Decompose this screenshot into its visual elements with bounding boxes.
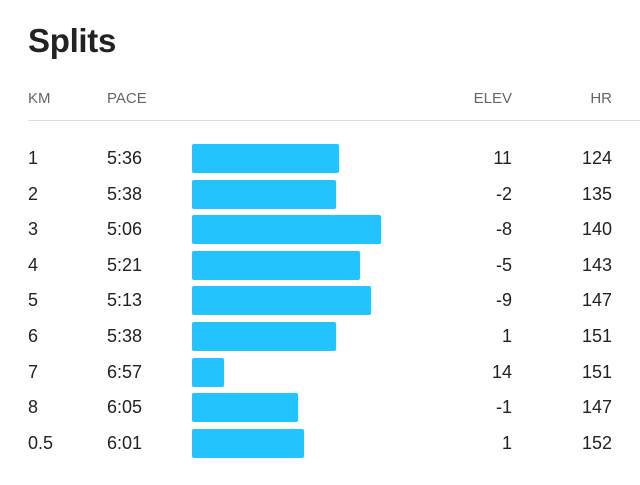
split-hr: 147: [581, 290, 612, 311]
split-hr: 124: [581, 148, 612, 168]
pace-bar-track: [192, 428, 432, 458]
split-row: 7 6:57 14 151: [0, 355, 640, 391]
split-row: 0.5 6:01 1 152: [0, 426, 640, 462]
split-km: 4: [28, 254, 39, 275]
split-pace: 5:13: [107, 290, 143, 311]
split-pace: 5:21: [107, 254, 143, 275]
pace-bar: [192, 179, 336, 209]
pace-bar-track: [192, 286, 432, 316]
pace-bar-track: [192, 393, 432, 423]
pace-bar-track: [192, 321, 432, 351]
pace-bar: [192, 250, 360, 280]
pace-bar: [192, 144, 339, 173]
page-title: Splits: [28, 22, 117, 59]
split-km: 1: [28, 148, 39, 168]
split-row: 5 5:13 -9 147: [0, 283, 640, 319]
column-header-km: KM: [28, 90, 51, 107]
pace-bar-track: [192, 357, 432, 387]
split-elev: 14: [491, 361, 512, 382]
split-pace: 6:57: [107, 361, 143, 382]
pace-bar: [192, 393, 298, 423]
split-pace: 5:06: [107, 219, 143, 240]
pace-bar: [192, 215, 381, 245]
split-hr: 151: [581, 325, 612, 346]
split-row: 6 5:38 1 151: [0, 319, 640, 355]
pace-bar-track: [192, 144, 432, 173]
pace-bar-track: [192, 250, 432, 280]
split-elev: 1: [501, 432, 512, 453]
column-header-pace: PACE: [107, 90, 147, 107]
split-row: 4 5:21 -5 143: [0, 248, 640, 284]
split-elev: -1: [495, 397, 512, 418]
split-row: 8 6:05 -1 147: [0, 390, 640, 426]
split-km: 7: [28, 361, 39, 382]
split-elev: -2: [495, 183, 512, 204]
split-hr: 140: [581, 219, 612, 240]
split-row: 2 5:38 -2 135: [0, 177, 640, 213]
splits-header: KM PACE ELEV HR: [0, 90, 640, 112]
split-elev: -9: [495, 290, 512, 311]
split-pace: 6:01: [107, 432, 143, 453]
pace-bar-track: [192, 215, 432, 245]
split-hr: 143: [581, 254, 612, 275]
pace-bar: [192, 286, 371, 316]
split-hr: 151: [581, 361, 612, 382]
splits-table: 1 5:36 11 124 2 5:38 -2 135 3 5:06 -8 140 4 5:21 -5 143…: [0, 141, 640, 461]
split-km: 2: [28, 183, 39, 204]
split-elev: -8: [495, 219, 512, 240]
split-elev: 1: [501, 325, 512, 346]
pace-bar: [192, 428, 304, 458]
pace-bar: [192, 321, 336, 351]
split-pace: 6:05: [107, 397, 143, 418]
split-elev: 11: [493, 148, 512, 168]
split-km: 6: [28, 325, 39, 346]
split-pace: 5:38: [107, 183, 143, 204]
split-pace: 5:38: [107, 325, 143, 346]
split-pace: 5:36: [107, 148, 143, 168]
header-divider: [28, 120, 640, 121]
split-hr: 135: [581, 183, 612, 204]
column-header-elev: ELEV: [473, 90, 512, 107]
pace-bar-track: [192, 179, 432, 209]
split-km: 0.5: [28, 432, 54, 453]
split-row: 1 5:36 11 124: [0, 141, 640, 177]
split-km: 3: [28, 219, 39, 240]
split-km: 8: [28, 397, 39, 418]
split-row: 3 5:06 -8 140: [0, 212, 640, 248]
split-elev: -5: [495, 254, 512, 275]
pace-bar: [192, 357, 224, 387]
split-hr: 152: [581, 432, 612, 453]
split-hr: 147: [581, 397, 612, 418]
column-header-hr: HR: [590, 90, 612, 107]
split-km: 5: [28, 290, 39, 311]
